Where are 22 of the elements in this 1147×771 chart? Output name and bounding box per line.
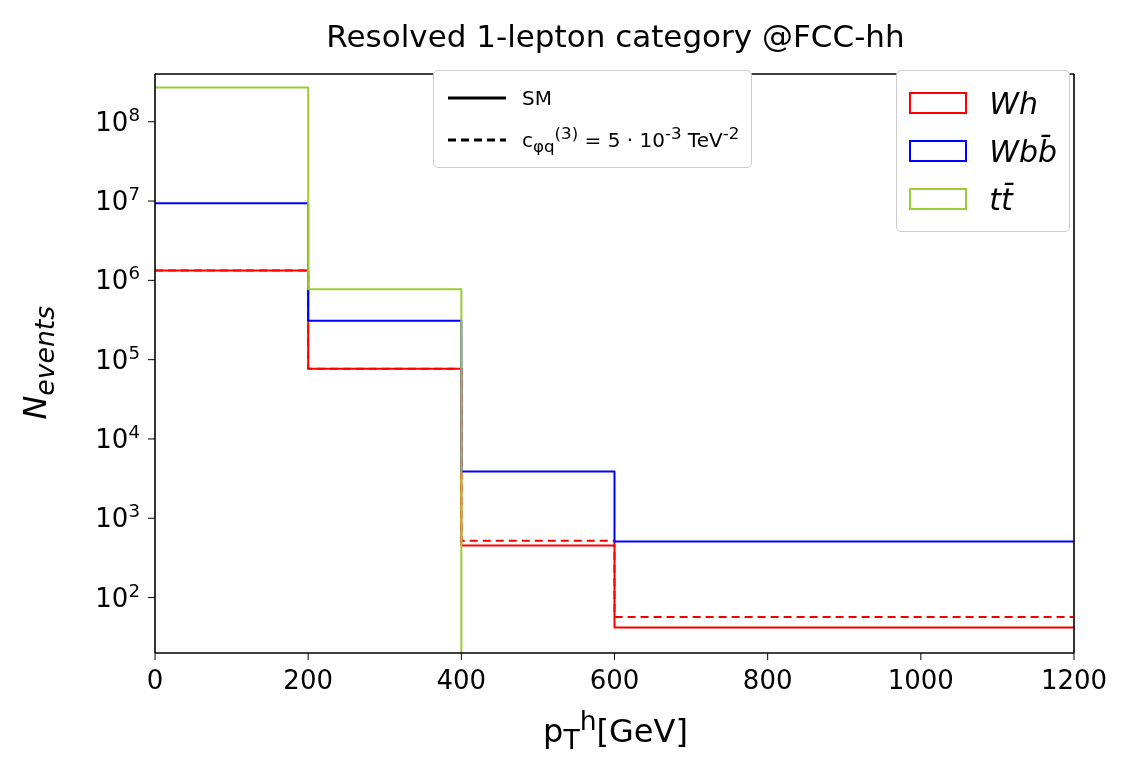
- legend-label: Wbb̄: [989, 133, 1057, 169]
- y-tick-label: 10$^{6}$: [95, 261, 140, 296]
- y-tick-label: 10$^{7}$: [95, 182, 140, 217]
- x-axis-title: p$_{T}$$^{h}$[GeV]: [542, 705, 689, 756]
- legend-label: tt̄: [989, 181, 1013, 217]
- chart-title: Resolved 1-lepton category @FCC-hh: [325, 18, 906, 54]
- y-tick-label: 10$^{8}$: [95, 103, 140, 137]
- legend-label: Wh: [989, 85, 1038, 121]
- annotation: c$_{φq}$$^{(3)}$ = 5 · 10$^{-3}$ TeV$^{-2}$: [522, 124, 740, 156]
- y-tick-label: 10$^{5}$: [95, 341, 140, 375]
- x-tick-label: 200: [283, 664, 333, 695]
- x-tick-label: 800: [742, 664, 793, 695]
- x-tick-label: 1000: [887, 664, 954, 695]
- style-key-panel: SM c$_{φq}$$^{(3)}$ = 5 · 10$^{-3}$ TeV$^{-2}$: [433, 70, 753, 168]
- x-tick-label: 400: [436, 664, 487, 695]
- x-tick-label: 600: [589, 664, 640, 695]
- x-tick-label: 0: [146, 664, 164, 695]
- y-tick-label: 10$^{3}$: [95, 499, 140, 534]
- y-tick-label: 10$^{4}$: [95, 420, 140, 455]
- annotation: SM: [522, 86, 552, 110]
- y-tick-label: 10$^{2}$: [95, 579, 140, 613]
- x-tick-label: 1200: [1040, 664, 1108, 695]
